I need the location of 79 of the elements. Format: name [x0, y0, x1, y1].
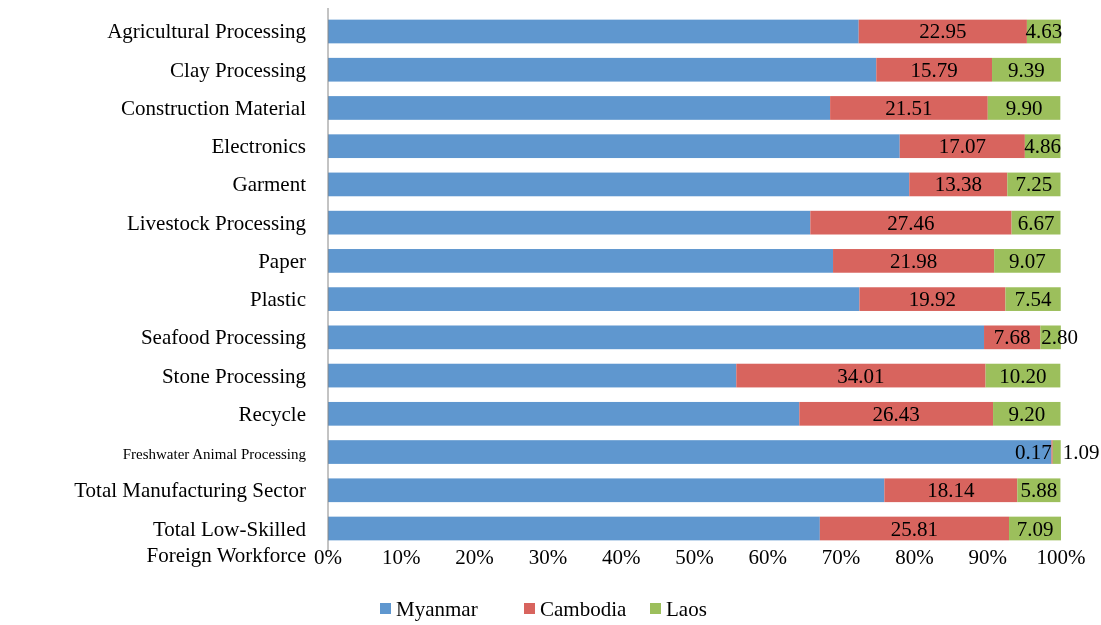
legend-label: Cambodia [540, 597, 627, 621]
bar [899, 134, 1025, 159]
x-tick-label: 40% [601, 545, 641, 569]
bar [736, 363, 986, 388]
bar [328, 401, 800, 426]
x-tick-label: 10% [382, 545, 421, 569]
data-label: 25.81 [890, 516, 939, 541]
bar [328, 134, 900, 159]
bar [876, 57, 993, 82]
bar [328, 440, 1052, 464]
y-tick-label: Agricultural Processing [107, 19, 307, 44]
bar [328, 363, 737, 388]
bar [328, 172, 910, 197]
bar [328, 19, 859, 44]
data-label: 13.38 [934, 172, 982, 197]
data-label: 26.43 [872, 401, 920, 426]
data-label: 9.39 [1008, 57, 1045, 82]
data-label: 7.09 [1016, 516, 1054, 541]
y-tick-label: Freshwater Animal Processing [122, 446, 307, 463]
y-tick-label: Recycle [238, 401, 306, 426]
x-tick-label: 100% [1036, 545, 1086, 569]
bar [328, 287, 860, 311]
data-label: 4.86 [1024, 134, 1062, 159]
x-tick-label: 0% [314, 545, 342, 569]
y-tick-label: Stone Processing [161, 363, 307, 388]
x-tick-label: 90% [968, 545, 1007, 569]
data-label: 0.17 [1014, 440, 1052, 465]
y-tick-label: Total Low-Skilled Foreign Workforce [146, 516, 307, 567]
data-label: 22.95 [919, 19, 967, 44]
data-label: 5.88 [1020, 478, 1058, 503]
data-label: 21.51 [885, 95, 933, 120]
x-tick-label: 30% [528, 545, 568, 569]
data-label: 34.01 [837, 363, 885, 388]
x-tick-label: 20% [455, 545, 494, 569]
bar [328, 325, 985, 350]
data-label: 9.20 [1008, 401, 1046, 426]
bar [884, 478, 1018, 503]
bar [328, 96, 831, 120]
data-label: 21.98 [889, 248, 938, 273]
bar [830, 96, 988, 120]
data-label: 18.14 [927, 478, 975, 503]
data-label: 1.09 [1062, 440, 1100, 465]
bar [859, 287, 1006, 311]
data-label: 10.20 [999, 363, 1047, 388]
legend-label: Laos [666, 597, 707, 621]
bar [1052, 440, 1061, 464]
x-tick-label: 60% [748, 545, 788, 569]
bar [328, 57, 877, 82]
y-tick-label: Total Manufacturing Sector [74, 478, 306, 503]
y-tick-label: Electronics [211, 134, 306, 159]
bar [328, 478, 885, 503]
bar [819, 516, 1010, 541]
bar [328, 210, 811, 235]
y-tick-label: Seafood Processing [140, 325, 307, 350]
x-tick-label: 50% [675, 545, 714, 569]
bar [799, 401, 994, 426]
y-tick-label: Garment [232, 172, 307, 197]
y-tick-label: Livestock Processing [126, 210, 307, 235]
legend-label: Myanmar [396, 597, 478, 621]
y-tick-label: Construction Material [121, 95, 307, 120]
data-label: 9.90 [1005, 95, 1043, 120]
data-label: 7.68 [993, 325, 1031, 350]
data-label: 27.46 [887, 210, 935, 235]
y-tick-label: Paper [258, 248, 306, 273]
data-label: 7.25 [1015, 172, 1053, 197]
x-tick-label: 70% [821, 545, 861, 569]
y-tick-label: Clay Processing [170, 57, 307, 82]
bar [328, 516, 820, 541]
data-label: 9.07 [1009, 248, 1046, 273]
y-tick-label: Plastic [250, 287, 306, 312]
data-label: 17.07 [938, 134, 986, 159]
x-tick-label: 80% [895, 545, 934, 569]
bar [328, 249, 834, 273]
data-label: 19.92 [908, 287, 957, 312]
data-label: 6.67 [1017, 210, 1055, 235]
data-label: 15.79 [910, 57, 958, 82]
bar [833, 249, 995, 273]
bar [810, 210, 1012, 235]
data-label: 7.54 [1014, 287, 1052, 312]
